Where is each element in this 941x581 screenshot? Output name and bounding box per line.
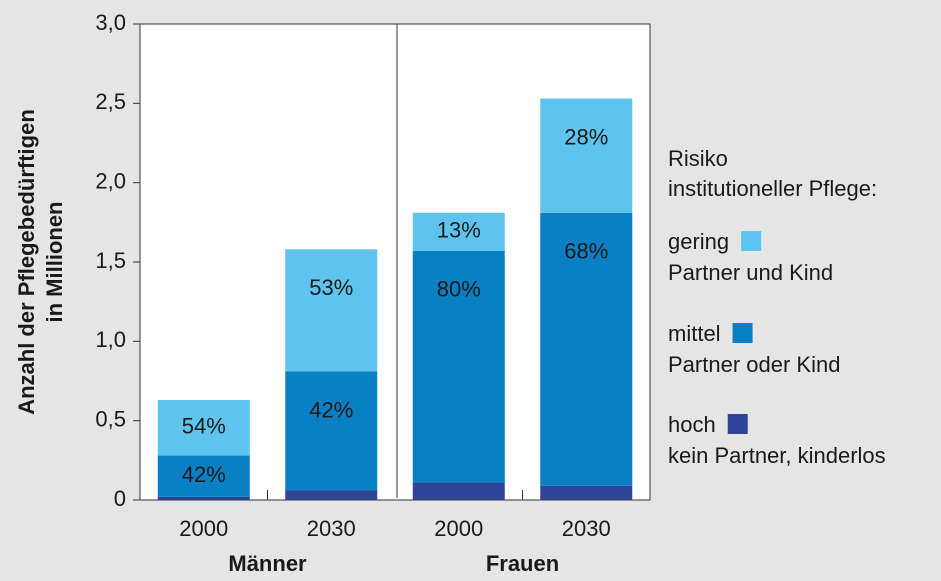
bar-segment	[157, 400, 250, 456]
legend-label: hoch	[668, 412, 716, 437]
bar-segment	[285, 371, 378, 491]
bar-segment	[540, 98, 633, 213]
group-label: Frauen	[486, 551, 559, 576]
share-label: 54%	[182, 414, 226, 439]
y-axis-label: Anzahl der Pflegebedürftigen	[14, 109, 39, 415]
bar-segment	[285, 490, 378, 500]
legend-label: gering	[668, 229, 729, 254]
y-tick-label: 3,0	[95, 10, 126, 35]
bar-segment	[540, 485, 633, 500]
x-tick-label: 2000	[179, 516, 228, 541]
y-tick-label: 1,0	[95, 327, 126, 352]
y-tick-label: 1,5	[95, 248, 126, 273]
legend-description: kein Partner, kinderlos	[668, 443, 886, 468]
share-label: 80%	[437, 277, 481, 302]
y-axis-label: in Millionen	[42, 202, 67, 323]
share-label: 42%	[309, 397, 353, 422]
legend-title: institutioneller Pflege:	[668, 176, 877, 201]
share-label: 28%	[564, 124, 608, 149]
legend-title: Risiko	[668, 146, 728, 171]
share-label: 13%	[437, 218, 481, 243]
y-tick-label: 2,0	[95, 168, 126, 193]
legend-swatch	[732, 323, 753, 343]
legend-swatch	[727, 414, 748, 434]
x-tick-label: 2030	[307, 516, 356, 541]
legend-description: Partner oder Kind	[668, 352, 840, 377]
group-label: Männer	[228, 551, 307, 576]
y-tick-label: 0,5	[95, 406, 126, 431]
bar-segment	[157, 496, 250, 500]
bar-segment	[412, 482, 505, 500]
bar-segment	[157, 455, 250, 497]
bar-segment	[412, 212, 505, 251]
share-label: 42%	[182, 462, 226, 487]
x-tick-label: 2030	[562, 516, 611, 541]
legend-swatch	[741, 231, 762, 251]
bar-segment	[412, 250, 505, 483]
legend-label: mittel	[668, 321, 721, 346]
x-tick-label: 2000	[434, 516, 483, 541]
legend-description: Partner und Kind	[668, 260, 833, 285]
y-tick-label: 0	[114, 486, 126, 511]
share-label: 53%	[309, 275, 353, 300]
bar-segment	[285, 249, 378, 372]
share-label: 68%	[564, 239, 608, 264]
bar-segment	[540, 212, 633, 486]
y-tick-label: 2,5	[95, 89, 126, 114]
